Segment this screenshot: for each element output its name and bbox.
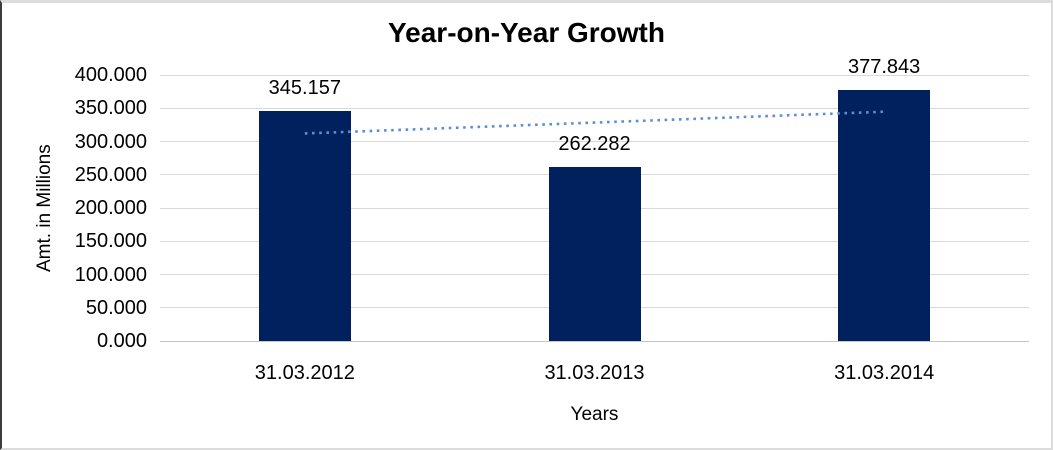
y-tick-label: 150.000 bbox=[74, 230, 147, 253]
bar bbox=[548, 166, 641, 341]
x-axis-title: Years bbox=[570, 404, 619, 425]
y-tick-label: 400.000 bbox=[74, 64, 147, 86]
y-tick-label: 200.000 bbox=[74, 197, 147, 219]
y-tick-label: 0.000 bbox=[96, 330, 147, 352]
x-tick-label: 31.03.2013 bbox=[544, 362, 645, 384]
bar-value-label: 345.157 bbox=[268, 77, 341, 100]
x-tick-label: 31.03.2012 bbox=[254, 362, 355, 384]
x-tick-label: 31.03.2014 bbox=[834, 362, 935, 384]
chart-title: Year-on-Year Growth bbox=[388, 17, 665, 48]
y-tick-label: 100.000 bbox=[74, 263, 147, 286]
gridline bbox=[160, 107, 1029, 109]
trendline bbox=[304, 110, 885, 135]
plot-area: 345.157 262.282 377.843 bbox=[160, 56, 1029, 342]
bar bbox=[258, 111, 351, 341]
y-tick-label: 50.000 bbox=[85, 296, 147, 319]
gridline bbox=[160, 141, 1029, 142]
trendline-segment bbox=[304, 110, 885, 135]
bar-value-label: 377.843 bbox=[848, 55, 921, 78]
y-tick-label: 300.000 bbox=[74, 130, 147, 153]
gridline bbox=[160, 340, 1029, 342]
gridline bbox=[160, 74, 1029, 76]
y-tick-label: 250.000 bbox=[74, 163, 147, 186]
bar-value-label: 262.282 bbox=[558, 132, 631, 155]
bar bbox=[838, 89, 931, 341]
y-tick-label: 350.000 bbox=[74, 97, 147, 120]
